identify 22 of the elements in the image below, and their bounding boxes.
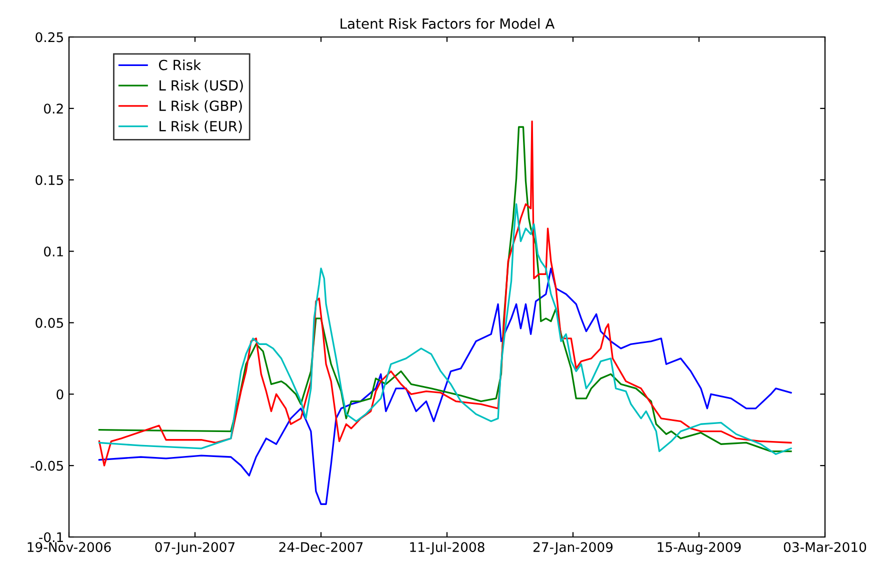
line-series bbox=[98, 268, 792, 505]
y-tick-label: 0.25 bbox=[36, 32, 63, 42]
y-tick-label: 0.2 bbox=[44, 104, 63, 114]
y-tick-label: 0.15 bbox=[36, 175, 63, 186]
y-tick-label: 0 bbox=[56, 389, 64, 400]
x-tick-label: 11-Jul-2008 bbox=[410, 542, 484, 555]
chart-title: Latent Risk Factors for Model A bbox=[340, 18, 555, 29]
x-tick-label: 19-Nov-2006 bbox=[28, 542, 111, 552]
x-tick-label: 07-Jun-2007 bbox=[155, 542, 234, 555]
legend-label: L Risk (USD) bbox=[160, 80, 243, 92]
y-tick-label: -0.05 bbox=[30, 460, 63, 471]
legend-label: C Risk bbox=[158, 60, 202, 70]
legend-label: L Risk (EUR) bbox=[160, 120, 242, 134]
y-tick-label: 0.1 bbox=[44, 246, 63, 256]
y-tick-label: -0.1 bbox=[39, 532, 63, 542]
x-tick-label: 15-Aug-2009 bbox=[658, 542, 741, 555]
line-series bbox=[98, 203, 792, 455]
x-tick-label: 03-Mar-2010 bbox=[784, 542, 866, 552]
legend-label: L Risk (GBP) bbox=[160, 100, 242, 113]
x-tick-label: 24-Dec-2007 bbox=[279, 542, 363, 552]
y-tick-label: 0.05 bbox=[36, 318, 63, 328]
x-tick-label: 27-Jan-2009 bbox=[533, 542, 613, 555]
